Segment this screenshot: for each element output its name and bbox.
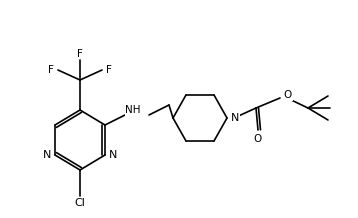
Text: F: F xyxy=(106,65,112,75)
Text: O: O xyxy=(284,90,292,100)
Text: NH: NH xyxy=(125,105,141,115)
Text: N: N xyxy=(43,150,51,160)
Text: O: O xyxy=(254,134,262,144)
Text: N: N xyxy=(109,150,117,160)
Text: N: N xyxy=(231,113,239,123)
Text: F: F xyxy=(77,49,83,59)
Text: F: F xyxy=(48,65,54,75)
Text: Cl: Cl xyxy=(74,198,86,208)
